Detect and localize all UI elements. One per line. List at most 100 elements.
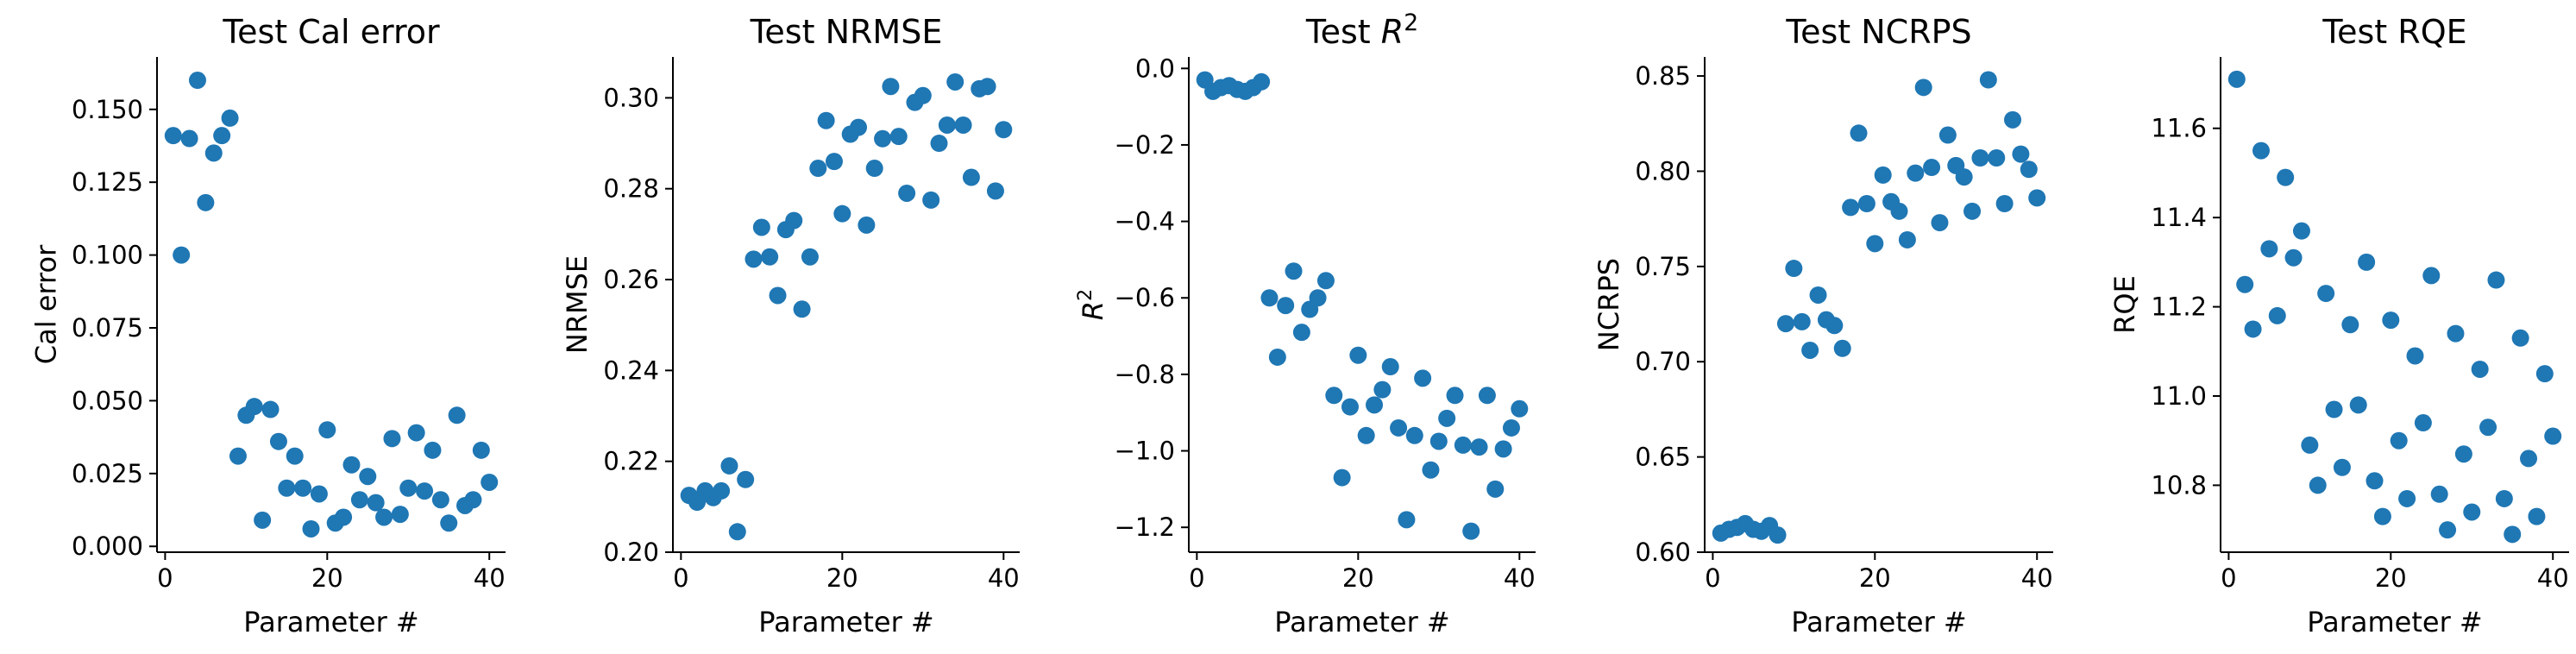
data-point: [407, 424, 425, 442]
data-point: [817, 111, 835, 129]
y-tick-label: −0.2: [1115, 130, 1175, 160]
data-point: [416, 482, 434, 500]
panel-title: Test NCRPS: [1785, 13, 1971, 51]
data-point: [1769, 526, 1787, 544]
data-point: [801, 248, 819, 266]
data-point: [1833, 339, 1851, 357]
data-point: [2544, 427, 2562, 445]
data-point: [1866, 235, 1884, 253]
data-point: [1995, 194, 2014, 212]
data-point: [2504, 525, 2522, 544]
data-point: [1398, 511, 1416, 529]
data-point: [188, 72, 206, 90]
data-point: [1857, 194, 1875, 212]
y-tick-label: −1.2: [1115, 513, 1175, 542]
data-point: [882, 78, 900, 96]
data-point: [1325, 387, 1343, 405]
data-point: [1494, 440, 1512, 458]
y-tick-label: 0.050: [72, 386, 143, 415]
data-point: [995, 121, 1013, 139]
data-point: [318, 421, 336, 439]
data-point: [2268, 306, 2286, 324]
data-point: [1938, 126, 1957, 144]
panel-5: Test RQE 0 20 40 10.8 11.0 11.2 11.4 11.6 Paramet…: [2108, 13, 2569, 638]
data-point: [1825, 317, 1844, 335]
data-point: [2284, 248, 2303, 267]
y-tick-label: 0.70: [1635, 347, 1691, 376]
x-tick-label: 20: [2375, 563, 2407, 593]
y-tick-label: 0.20: [603, 538, 659, 567]
panel-2: Test NRMSE 0 20 40 0.20 0.22 0.24 0.26 0.28 0.30 P…: [561, 13, 1020, 638]
data-point: [1793, 312, 1811, 330]
data-point: [2487, 271, 2505, 289]
data-point: [1292, 324, 1310, 342]
data-point: [1429, 432, 1448, 450]
data-point: [946, 72, 964, 91]
data-point: [986, 182, 1004, 200]
data-point: [383, 430, 401, 448]
data-point: [2439, 521, 2457, 539]
y-axis-label: Cal error: [30, 244, 63, 364]
data-point: [1462, 522, 1480, 540]
x-tick-label: 0: [673, 563, 688, 593]
x-tick-label: 20: [1342, 563, 1374, 593]
data-point: [962, 168, 980, 186]
data-point: [180, 129, 198, 148]
data-point: [1874, 166, 1892, 184]
data-point: [713, 481, 731, 500]
data-point: [2528, 507, 2546, 525]
data-point: [2463, 503, 2481, 521]
data-point: [1349, 346, 1367, 364]
data-point: [2301, 436, 2319, 454]
data-point: [1316, 272, 1335, 290]
data-point: [1446, 387, 1464, 405]
y-tick-label: 11.6: [2151, 114, 2207, 143]
data-point: [2341, 316, 2359, 334]
data-point: [2520, 450, 2538, 468]
x-tick-label: 20: [1859, 563, 1891, 593]
y-tick-label: 0.125: [72, 167, 143, 197]
data-point: [440, 514, 458, 532]
y-tick-label: 0.30: [603, 83, 659, 112]
data-point: [310, 485, 328, 503]
data-point: [1988, 149, 2006, 167]
data-point: [2236, 275, 2254, 293]
data-point: [1470, 438, 1488, 456]
data-point: [1405, 426, 1423, 444]
data-point: [752, 218, 770, 236]
data-point: [173, 246, 191, 264]
panel-3: Test R2 0 20 40 0.0 −0.2 −0.4 −0.6 −0.8 −1.0 −1.2 P…: [1074, 9, 1536, 638]
data-point: [2292, 222, 2310, 240]
data-point: [922, 191, 940, 209]
x-tick-label: 0: [1705, 563, 1720, 593]
data-point: [1478, 387, 1496, 405]
data-point: [399, 479, 418, 497]
y-tick-label: 0.150: [72, 95, 143, 124]
data-point: [472, 441, 490, 459]
data-point: [2414, 414, 2432, 432]
x-tick-label: 40: [2537, 563, 2569, 593]
data-point: [302, 519, 320, 538]
data-point: [278, 479, 296, 497]
data-point: [2244, 320, 2262, 338]
y-tick-label: 0.26: [603, 265, 659, 294]
data-point: [2325, 400, 2343, 418]
y-tick-label: 0.0: [1135, 53, 1175, 83]
y-axis-label: NCRPS: [1593, 258, 1625, 351]
y-tick-label: 11.2: [2151, 292, 2207, 322]
data-point: [1390, 418, 1408, 437]
data-point: [1285, 262, 1303, 280]
data-point: [2252, 141, 2270, 160]
x-tick-label: 40: [988, 563, 1020, 593]
y-tick-label: 0.28: [603, 174, 659, 204]
data-point: [2406, 347, 2424, 365]
data-point: [1309, 289, 1327, 307]
data-point: [2317, 285, 2335, 303]
x-tick-label: 40: [474, 563, 506, 593]
x-axis-label: Parameter #: [1791, 606, 1966, 638]
y-tick-label: −1.0: [1115, 437, 1175, 466]
data-point: [737, 470, 755, 488]
panel-title: Test RQE: [2322, 13, 2466, 51]
x-axis-label: Parameter #: [1274, 606, 1449, 638]
y-tick-label: 11.0: [2151, 381, 2207, 411]
